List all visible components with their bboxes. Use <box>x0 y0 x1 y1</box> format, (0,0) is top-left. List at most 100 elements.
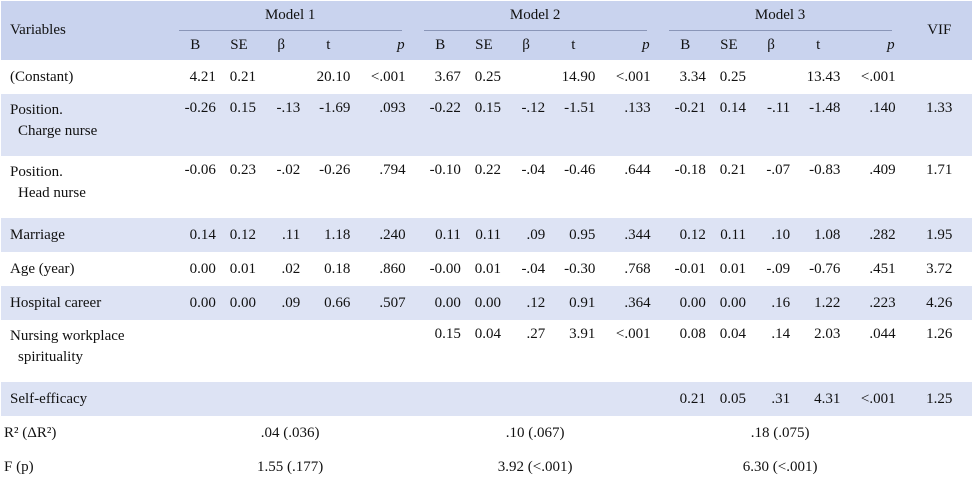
f-statistic-model-3: 6.30 (<.001) <box>742 458 818 475</box>
m1-p-cell: <.001 <box>370 68 406 85</box>
m1-se-cell <box>219 320 259 382</box>
m3-b-cell: -0.18 <box>674 162 706 178</box>
m1-se-cell <box>218 382 260 416</box>
m3-se-cell: 0.14 <box>708 94 749 156</box>
subheader-se: SE <box>708 31 749 60</box>
m3-t-cell: 4.31 <box>793 382 844 416</box>
m3-se-cell: 0.01 <box>719 260 746 277</box>
m1-beta-cell <box>259 60 303 94</box>
table-summary: R² (ΔR²) .04 (.036) .10 (.067) .18 (.075… <box>1 416 972 484</box>
m2-t-cell: -0.46 <box>564 162 596 178</box>
m1-p-cell <box>353 320 408 382</box>
m1-beta-cell <box>259 382 304 416</box>
m1-b-cell <box>171 382 219 416</box>
m3-se-cell: 0.21 <box>719 162 746 178</box>
m2-p-cell: .133 <box>598 94 654 156</box>
m2-p-cell: <.001 <box>615 68 651 85</box>
m2-b-cell: -0.22 <box>416 94 464 156</box>
m2-b-cell: 0.00 <box>416 286 464 320</box>
m2-b-cell: 0.15 <box>434 326 461 342</box>
m2-se-cell: 0.11 <box>463 218 505 252</box>
m2-se-cell: 0.01 <box>474 260 502 277</box>
m2-beta-cell <box>504 60 548 94</box>
m3-beta-cell: .14 <box>771 326 791 342</box>
m1-se-cell: 0.00 <box>218 286 260 320</box>
table-row: Hospital career 0.00 0.00.09 0.66.507 0.00 0.… <box>1 286 972 320</box>
m1-beta-cell: -.13 <box>259 94 304 156</box>
vif-cell: 1.71 <box>926 162 953 178</box>
m3-beta-cell: .10 <box>748 218 794 252</box>
m3-b-cell: -0.01 <box>674 260 706 277</box>
variable-label: Position. Head nurse <box>10 164 86 201</box>
m1-t-cell: -0.26 <box>319 162 351 178</box>
m3-se-cell: 0.25 <box>719 68 746 85</box>
subheader-t: t <box>793 31 844 60</box>
m1-p-cell: .794 <box>379 162 406 178</box>
m3-se-cell: 0.05 <box>708 382 749 416</box>
variable-label: (Constant) <box>10 68 74 85</box>
m3-p-cell: <.001 <box>843 382 899 416</box>
m2-b-cell: 0.11 <box>416 218 464 252</box>
m1-se-cell: 0.15 <box>218 94 260 156</box>
m2-t-cell: 14.90 <box>561 68 596 85</box>
m2-b-cell <box>416 382 464 416</box>
m1-p-cell: .860 <box>379 260 406 277</box>
m3-t-cell: -1.48 <box>793 94 844 156</box>
m2-p-cell: <.001 <box>615 326 651 342</box>
regression-table-container: Variables Model 1 Model 2 Model 3 VIF B … <box>1 1 972 475</box>
header-model-1: Model 1 <box>171 1 409 31</box>
m3-beta-cell <box>749 60 793 94</box>
subheader-beta: β <box>748 31 794 60</box>
m2-t-cell: 0.91 <box>548 286 599 320</box>
m3-t-cell: -0.76 <box>809 260 841 277</box>
variable-label: Self-efficacy <box>1 382 172 416</box>
m3-se-cell: 0.04 <box>719 326 746 342</box>
m2-p-cell: .364 <box>598 286 654 320</box>
m3-t-cell: 1.22 <box>793 286 844 320</box>
m2-p-cell: .644 <box>624 162 651 178</box>
m2-se-cell <box>463 382 505 416</box>
m2-se-cell: 0.25 <box>474 68 502 85</box>
m3-b-cell: 0.00 <box>661 286 709 320</box>
table-row: Position. Charge nurse -0.26 0.15 -.13 -1.69.… <box>1 94 972 156</box>
m2-t-cell: -0.30 <box>564 260 596 277</box>
m2-beta-cell: .09 <box>504 218 549 252</box>
subheader-p: p <box>843 31 899 60</box>
m2-b-cell: -0.10 <box>429 162 461 178</box>
variable-label: Nursing workplace spirituality <box>10 328 125 365</box>
subheader-t: t <box>548 31 599 60</box>
subheader-se: SE <box>218 31 260 60</box>
header-model-2: Model 2 <box>416 1 654 31</box>
header-model-3: Model 3 <box>661 1 899 31</box>
vif-cell: 1.33 <box>906 94 972 156</box>
r-squared-model-1: .04 (.036) <box>260 424 320 441</box>
table-row: Position. Head nurse -0.06 0.23 -.02 -0.26 .79… <box>1 156 972 218</box>
m3-b-cell: 3.34 <box>679 68 706 85</box>
vif-cell: 4.26 <box>906 286 972 320</box>
subheader-t: t <box>303 31 354 60</box>
m1-se-cell: 0.01 <box>229 260 257 277</box>
m2-beta-cell <box>504 382 549 416</box>
m1-t-cell: -1.69 <box>303 94 354 156</box>
table-row: Nursing workplace spirituality 0.15 0.04 .27… <box>1 320 972 382</box>
variable-label: Position. Charge nurse <box>1 94 172 156</box>
m3-b-cell: 0.08 <box>679 326 706 342</box>
m1-beta-cell: .11 <box>259 218 304 252</box>
m2-beta-cell: .12 <box>504 286 549 320</box>
table-row: Age (year) 0.00 0.01 .02 0.18 .860 -0.00 0.01 -.… <box>1 252 972 286</box>
subheader-b: B <box>171 31 219 60</box>
m1-beta-cell: .02 <box>281 260 301 277</box>
variable-label: Marriage <box>1 218 172 252</box>
m3-t-cell: 13.43 <box>806 68 841 85</box>
header-variables: Variables <box>1 1 172 60</box>
vif-cell: 1.25 <box>906 382 972 416</box>
m1-p-cell: .240 <box>353 218 409 252</box>
m3-p-cell: .140 <box>843 94 899 156</box>
m3-b-cell: 0.21 <box>661 382 709 416</box>
m3-p-cell: .223 <box>843 286 899 320</box>
r-squared-model-2: .10 (.067) <box>505 424 565 441</box>
m2-beta-cell: -.04 <box>521 260 546 277</box>
m3-b-cell: 0.12 <box>661 218 709 252</box>
m3-t-cell: 2.03 <box>814 326 841 342</box>
